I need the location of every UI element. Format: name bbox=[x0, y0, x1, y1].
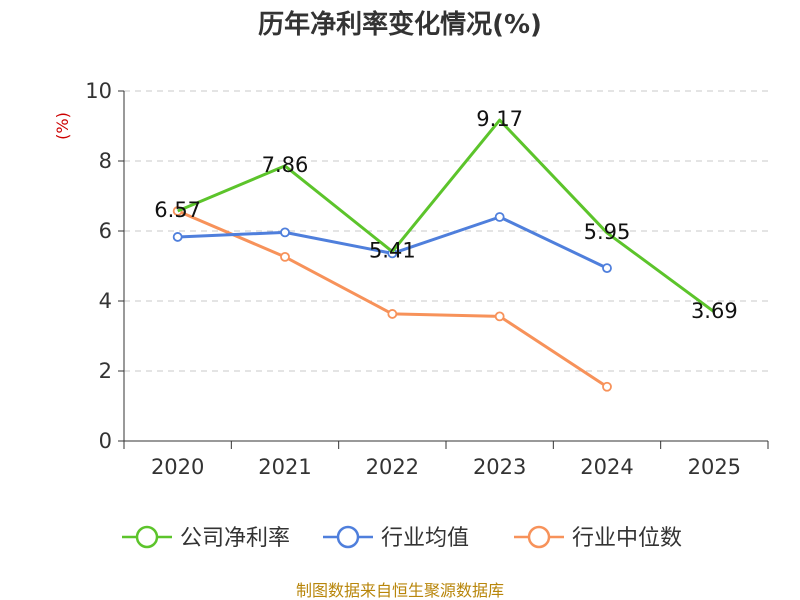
series-2-point-2023 bbox=[494, 311, 505, 322]
x-tick-label-2022: 2022 bbox=[366, 455, 419, 479]
x-tick-label-2020: 2020 bbox=[151, 455, 204, 479]
y-tick-label-10: 10 bbox=[85, 79, 112, 103]
data-labels: 6.57 7.86 5.41 9.17 5.95 3.69 bbox=[154, 107, 737, 323]
gridlines bbox=[124, 90, 768, 372]
series-1-point-2023 bbox=[494, 212, 505, 222]
y-tick-label-2: 2 bbox=[99, 359, 112, 383]
series-1-point-2021 bbox=[280, 227, 290, 238]
legend-label-1: 行业均值 bbox=[381, 526, 469, 551]
data-label-2024: 5.95 bbox=[584, 220, 631, 244]
legend-marker-1 bbox=[336, 525, 360, 549]
series-lines bbox=[172, 118, 716, 392]
y-tick-label-4: 4 bbox=[99, 289, 112, 313]
data-label-2021: 7.86 bbox=[262, 153, 309, 177]
series-1-point-2020 bbox=[172, 232, 183, 242]
legend-marker-0 bbox=[135, 525, 159, 549]
x-tick-label-2023: 2023 bbox=[473, 455, 526, 479]
series-line-0 bbox=[177, 118, 716, 314]
y-tick-label-8: 8 bbox=[99, 149, 112, 173]
data-label-2023: 9.17 bbox=[476, 107, 523, 131]
y-tick-label-6: 6 bbox=[99, 219, 112, 243]
series-2-point-2024 bbox=[602, 381, 612, 392]
series-2-point-2022 bbox=[387, 309, 398, 319]
legend-marker-2 bbox=[527, 525, 551, 549]
legend: 公司净利率 行业均值 行业中位数 bbox=[122, 525, 682, 551]
data-source-note: 制图数据来自恒生聚源数据库 bbox=[296, 581, 504, 600]
data-label-2022: 5.41 bbox=[369, 239, 416, 263]
x-tick-label-2024: 2024 bbox=[580, 455, 633, 479]
series-2-point-2021 bbox=[280, 251, 290, 262]
y-tick-label-0: 0 bbox=[99, 429, 112, 453]
legend-label-2: 行业中位数 bbox=[572, 526, 682, 551]
axes: 0 2 4 6 8 10 2020 2021 2022 2023 2024 2025 bbox=[85, 79, 769, 479]
chart-title: 历年净利率变化情况(%) bbox=[258, 9, 542, 40]
data-label-2020: 6.57 bbox=[154, 198, 201, 222]
data-label-2025: 3.69 bbox=[691, 299, 738, 323]
y-axis-label: (%) bbox=[53, 112, 72, 140]
series-1-point-2024 bbox=[602, 263, 612, 274]
legend-label-0: 公司净利率 bbox=[180, 526, 290, 551]
x-tick-label-2021: 2021 bbox=[258, 455, 311, 479]
x-tick-label-2025: 2025 bbox=[688, 455, 741, 479]
